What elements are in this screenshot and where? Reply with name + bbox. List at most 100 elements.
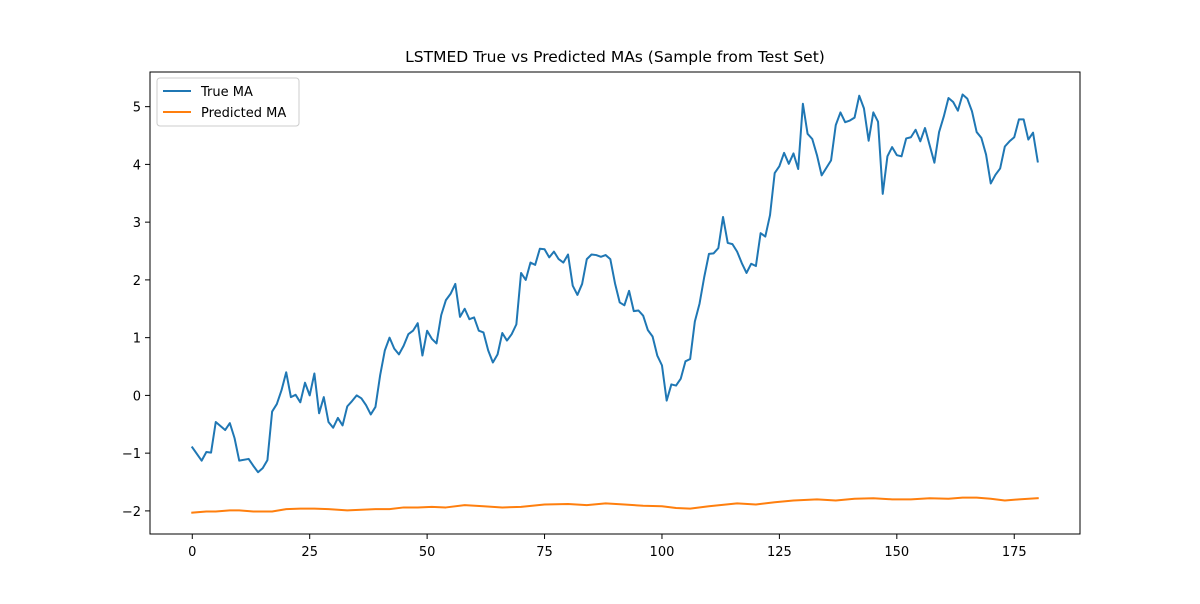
plot-area [190, 93, 1039, 514]
data-point [426, 330, 428, 332]
data-point [638, 310, 640, 312]
data-point [586, 504, 588, 506]
data-point [215, 511, 217, 513]
data-point [708, 505, 710, 507]
data-point [854, 498, 856, 500]
data-point [445, 507, 447, 509]
data-point [506, 340, 508, 342]
data-point [966, 98, 968, 100]
data-point [821, 174, 823, 176]
data-point [670, 384, 672, 386]
data-point [708, 253, 710, 255]
data-point [337, 417, 339, 419]
data-point [995, 174, 997, 176]
data-point [910, 498, 912, 500]
data-point [360, 509, 362, 511]
data-point [318, 412, 320, 414]
data-point [234, 437, 236, 439]
data-point [1018, 118, 1020, 120]
data-point [750, 263, 752, 265]
data-point [229, 509, 231, 511]
data-point [525, 279, 527, 281]
x-tick-label: 175 [1002, 545, 1027, 560]
data-point [741, 262, 743, 264]
data-point [938, 131, 940, 133]
data-point [328, 421, 330, 423]
data-point [882, 193, 884, 195]
x-tick-label: 50 [419, 545, 436, 560]
data-point [210, 452, 212, 454]
series-line-1 [191, 496, 1039, 514]
data-point [248, 458, 250, 460]
data-point [356, 395, 358, 397]
data-point [342, 425, 344, 427]
data-point [623, 504, 625, 506]
data-point [304, 382, 306, 384]
data-point [656, 355, 658, 357]
data-point [1023, 118, 1025, 120]
data-point [407, 333, 409, 335]
data-point [544, 248, 546, 250]
data-point [699, 303, 701, 305]
data-point [497, 354, 499, 356]
data-point [346, 509, 348, 511]
data-point [205, 451, 207, 453]
y-tick-label: 4 [133, 158, 141, 173]
data-point [262, 467, 264, 469]
data-point [299, 401, 301, 403]
data-point [619, 302, 621, 304]
data-point [562, 262, 564, 264]
legend: True MA Predicted MA [156, 77, 300, 127]
data-point [788, 163, 790, 165]
data-point [1009, 140, 1011, 142]
data-point [1037, 161, 1039, 163]
data-point [1027, 139, 1029, 141]
data-point [661, 364, 663, 366]
data-point [267, 459, 269, 461]
data-point [736, 251, 738, 253]
data-point [717, 247, 719, 249]
data-point [948, 498, 950, 500]
data-point [530, 262, 532, 264]
data-point [990, 183, 992, 185]
data-point [224, 429, 226, 431]
x-tick-label: 150 [884, 545, 909, 560]
data-point [952, 101, 954, 103]
data-point [933, 162, 935, 164]
data-point [962, 497, 964, 499]
data-point [774, 501, 776, 503]
data-point [229, 422, 231, 424]
data-point [863, 107, 865, 109]
data-point [600, 256, 602, 258]
data-point [985, 154, 987, 156]
data-point [605, 254, 607, 256]
data-point [713, 252, 715, 254]
series-line-0 [190, 93, 1039, 474]
data-point [323, 396, 325, 398]
data-point [999, 168, 1001, 170]
data-point [919, 140, 921, 142]
data-point [586, 258, 588, 260]
data-point [403, 345, 405, 347]
data-point [473, 317, 475, 319]
data-point [252, 465, 254, 467]
data-point [793, 500, 795, 502]
data-point [609, 258, 611, 260]
x-tick-label: 75 [536, 545, 553, 560]
data-point [483, 332, 485, 334]
data-point [727, 242, 729, 244]
data-point [384, 349, 386, 351]
data-point [868, 140, 870, 142]
data-point [774, 172, 776, 174]
data-point [191, 446, 193, 448]
data-point [257, 471, 259, 473]
data-point [872, 497, 874, 499]
data-point [478, 330, 480, 332]
data-point [633, 310, 635, 312]
data-point [769, 214, 771, 216]
data-point [464, 504, 466, 506]
data-point [816, 498, 818, 500]
data-point [436, 343, 438, 345]
y-tick-label: 3 [133, 216, 141, 231]
data-point [680, 378, 682, 380]
